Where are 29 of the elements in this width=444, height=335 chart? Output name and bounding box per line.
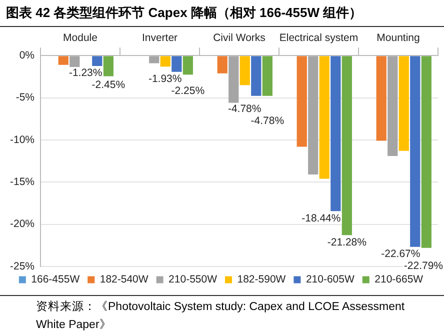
data-label: -1.93% [148,73,182,86]
legend-label: 210-665W [374,274,424,286]
y-tick-label: -10% [10,134,35,146]
y-tick-label: 0% [19,49,35,62]
y-tick-label: -20% [10,218,35,230]
data-label: -22.79% [404,260,443,272]
legend-label: 210-605W [306,274,354,286]
data-label: -2.45% [92,79,126,92]
chart-title: 图表 42 各类型组件环节 Capex 降幅（相对 166-455W 组件） [0,0,444,27]
legend-label: 182-590W [237,274,286,286]
y-tick-label: -15% [10,176,35,188]
x-tick-label: Mounting [376,32,420,44]
data-label: -4.78% [228,102,262,115]
data-label: -4.78% [250,114,284,127]
data-label: -22.67% [381,248,420,260]
text: 资料来源：《Photovoltaic System study: Capex and LCOE Assessment White Paper》 [0,295,444,334]
legend-label: 182-540W [100,274,148,286]
x-tick-label: Civil Works [213,32,266,44]
legend-label: 210-550W [168,274,218,286]
y-tick-label: -5% [16,92,35,104]
data-label: -21.28% [327,236,366,248]
x-tick-label: Electrical system [279,32,358,44]
legend-label: 166-455W [31,274,80,286]
y-tick-label: -25% [10,260,35,272]
data-label: -1.23% [68,67,102,80]
data-label: -18.44% [302,212,341,224]
x-tick-label: Module [63,32,98,44]
x-tick-label: Inverter [142,32,178,44]
data-label: -2.25% [171,85,205,98]
